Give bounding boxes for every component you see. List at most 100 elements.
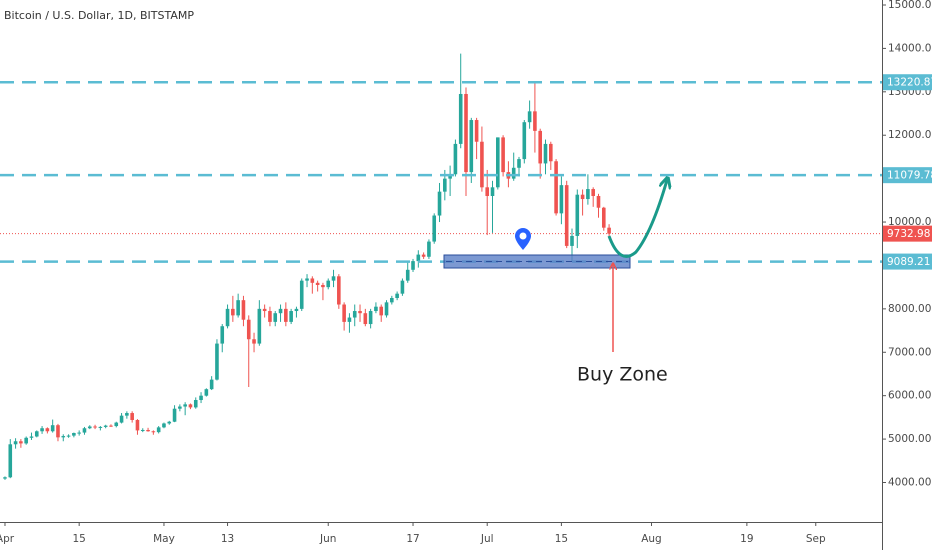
candle-body [421,254,426,257]
candle-body [24,437,28,444]
candle-body [601,207,606,228]
candle-body [315,282,320,285]
y-tick-label: 15000.00 [888,0,932,11]
candle-body [501,137,505,173]
x-tick-label: Jul [480,533,494,545]
candle-body [490,187,495,196]
candle-body [580,194,585,200]
candle-body [82,428,87,433]
x-tick-label: 13 [221,533,234,545]
candle-body [193,400,198,408]
candle-body [448,174,452,179]
y-tick-label: 7000.00 [888,346,931,358]
y-tick-label: 14000.00 [888,42,932,54]
candle-body [236,300,240,316]
x-tick-label: 15 [555,533,568,545]
candle-body [156,427,161,433]
candle-body [135,419,140,431]
candle-body [570,235,574,246]
candle-body [416,254,421,262]
candle-body [368,311,373,325]
candle-body [464,93,468,173]
candle-body [310,278,315,283]
candle-body [405,269,410,281]
candle-body [591,189,595,196]
candle-body [93,426,97,428]
candle-body [453,143,458,175]
candle-body [411,261,415,270]
candle-body [199,395,203,401]
x-tick-label: Sep [806,533,826,545]
candle-body [586,189,590,200]
candle-body [40,428,44,432]
x-tick-label: May [153,533,175,545]
candle-body [172,408,177,422]
candle-body [543,143,548,164]
candle-body [363,313,368,325]
candle-body [77,432,81,434]
candle-body [66,435,71,437]
candle-body [119,415,124,423]
candle-body [56,425,60,438]
candle-body [564,185,569,246]
y-tick-label: 4000.00 [888,476,931,488]
candle-body [225,308,230,327]
candle-body [87,426,92,429]
candle-body [209,379,214,390]
candle-body [321,284,325,288]
candle-body [151,431,156,433]
candle-body [130,413,134,420]
candle-body [474,120,479,142]
y-tick-label: 6000.00 [888,390,931,402]
chart-title: Bitcoin / U.S. Dollar, 1D, BITSTAMP [4,9,194,22]
candle-body [384,302,389,316]
candle-body [273,313,278,322]
candle-body [517,159,521,168]
candle-body [527,111,532,123]
candle-body [437,191,442,216]
candle-body [257,308,262,344]
candle-body [204,389,209,396]
candle-body [125,413,129,416]
y-tick-label: 5000.00 [888,433,931,445]
candle-body [167,421,172,424]
candle-body [61,436,66,438]
candle-body [337,276,341,305]
candle-body [458,93,463,144]
candle-body [469,120,474,173]
candle-body [278,308,283,314]
price-label-box [883,167,932,184]
x-tick-label: Jun [319,533,336,545]
x-tick-label: Aug [641,533,662,545]
candle-body [575,194,580,236]
candle-body [538,130,543,164]
candle-body [342,304,346,322]
candle-body [220,326,225,344]
candle-body [374,306,378,312]
candle-body [395,293,399,299]
x-tick-label: 19 [740,533,753,545]
candle-body [114,422,119,427]
candle-body [188,404,193,408]
candle-body [178,406,182,409]
price-label: 11079.78 [887,170,932,182]
y-tick-label: 12000.00 [888,129,932,141]
candle-body [559,185,564,214]
candle-body [50,425,55,432]
candle-body [331,276,336,281]
price-label: 9089.21 [887,256,930,268]
candle-body [379,306,384,316]
candle-body [400,280,405,294]
y-tick-label: 8000.00 [888,303,931,315]
candle-body [347,317,352,322]
green-arrow [607,180,667,258]
candle-body [326,280,331,288]
candle-body [596,195,601,208]
candle-body [548,143,553,162]
price-label: 9732.98 [887,228,930,240]
candle-body [607,227,611,234]
x-tick-label: 15 [72,533,85,545]
candle-body [284,308,288,322]
